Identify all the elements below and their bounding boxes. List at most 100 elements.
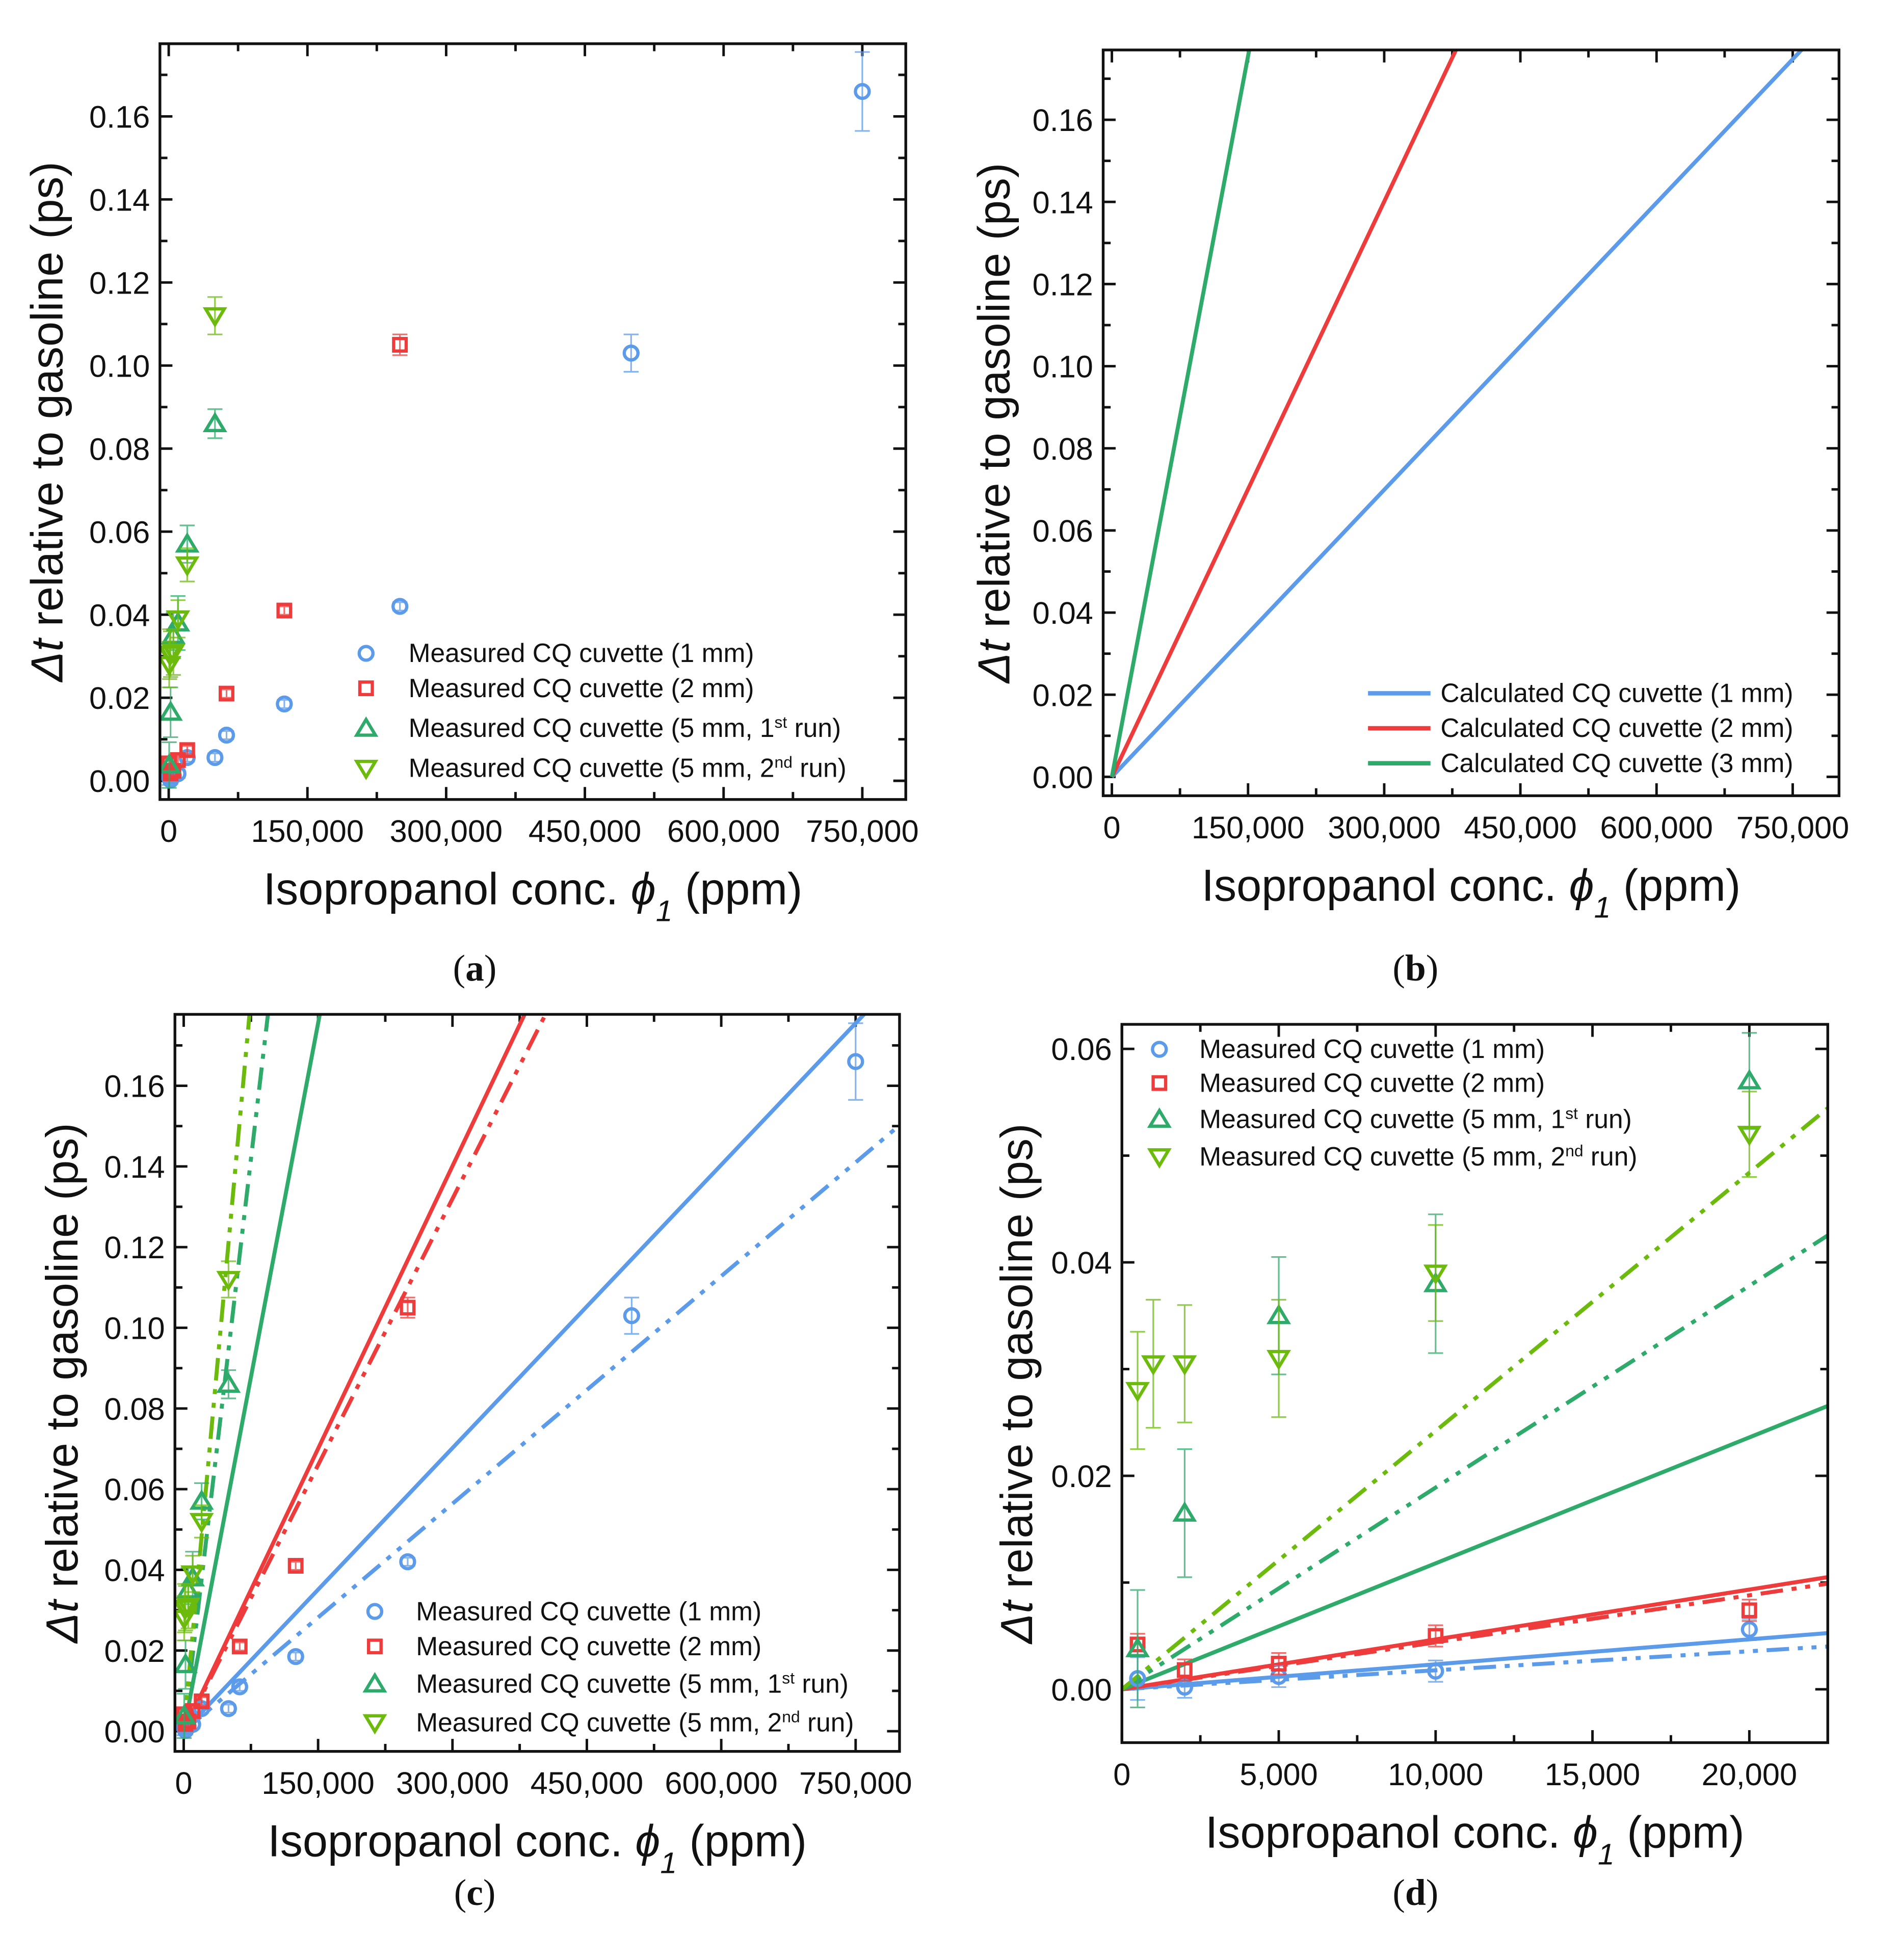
y-tick-label: 0.14 (104, 1150, 165, 1184)
data-point-triangle-up (175, 1653, 198, 1674)
error-bar (623, 333, 639, 373)
data-point-square (1741, 1602, 1757, 1619)
data-point-square (1176, 1662, 1193, 1678)
caption-letter: c (466, 1871, 483, 1913)
x-tick-label: 600,000 (665, 1766, 777, 1800)
caption-paren: ) (483, 1871, 495, 1913)
x-tick-label: 0 (175, 1766, 192, 1800)
data-point-circle (287, 1648, 304, 1665)
x-tick-label-text: 750,000 (799, 1766, 912, 1800)
y-tick-label-text: 0.02 (1033, 678, 1093, 712)
y-axis-label-text: relative to gasoline (ps) (991, 1124, 1042, 1601)
x-tick-label: 150,000 (261, 1766, 374, 1800)
x-tick-label-text: 5,000 (1239, 1757, 1317, 1792)
data-point-square (276, 602, 293, 619)
x-tick-label: 600,000 (1600, 810, 1713, 845)
x-tick-label: 450,000 (529, 814, 641, 849)
data-point-triangle-down (1172, 1355, 1197, 1376)
data-point-triangle-down (216, 1270, 241, 1291)
x-axis-label-subscript: 1 (656, 894, 673, 928)
data-point-triangle-down (202, 307, 227, 328)
y-tick-label: 0.02 (1033, 678, 1093, 712)
legend-label-tail: run) (793, 753, 847, 783)
x-axis-label-text: Isopropanol conc. (268, 1816, 635, 1866)
legend-label-superscript: st (1565, 1104, 1578, 1122)
y-tick-label: 0.04 (1033, 596, 1093, 630)
error-bar (170, 599, 186, 639)
legend-label-superscript: nd (775, 753, 793, 772)
legend-label: Measured CQ cuvette (1 mm) (409, 638, 754, 668)
legend-marker-triangle-down (1147, 1148, 1172, 1169)
legend-label: Measured CQ cuvette (2 mm) (1199, 1068, 1545, 1097)
legend-label-text: Measured CQ cuvette (2 mm) (409, 673, 754, 703)
error-bar (185, 1555, 200, 1593)
x-tick-label-text: 750,000 (1736, 810, 1849, 845)
data-point-triangle-up (1125, 1636, 1150, 1657)
data-point-triangle-down (166, 610, 191, 631)
data-point-square (1271, 1656, 1287, 1672)
y-tick-label-text: 0.16 (1033, 103, 1093, 138)
legend-label: Measured CQ cuvette (5 mm, 2nd run) (416, 1707, 854, 1737)
y-tick-label: 0.06 (1051, 1032, 1112, 1067)
legend-label-text: Measured CQ cuvette (5 mm, 1 (416, 1668, 782, 1698)
y-axis-label-symbol: Δt (37, 1599, 87, 1644)
y-tick-label: 0.08 (1033, 432, 1093, 466)
y-tick-label: 0.14 (1033, 185, 1093, 220)
calculated-line-green (1122, 1404, 1828, 1691)
y-tick-label-text: 0.12 (89, 266, 150, 300)
data-point-circle (218, 726, 235, 744)
legend-marker-triangle-down (354, 759, 379, 780)
y-tick-label-text: 0.00 (1051, 1673, 1112, 1707)
error-bar (855, 51, 870, 132)
y-tick-label: 0.06 (89, 515, 150, 549)
x-axis-label-text: (ppm) (672, 864, 802, 914)
legend-label: Measured CQ cuvette (5 mm, 2nd run) (1199, 1142, 1637, 1171)
x-axis-label-subscript: 1 (1598, 1838, 1615, 1871)
legend-marker-circle (357, 645, 375, 662)
error-bar (221, 1260, 236, 1299)
x-tick-label-text: 300,000 (396, 1766, 509, 1800)
fit-line-red (1122, 1581, 1828, 1691)
y-tick-label: 0.06 (104, 1472, 165, 1507)
x-axis-label-text: (ppm) (1611, 860, 1740, 910)
x-tick-label: 150,000 (251, 814, 363, 849)
data-point-triangle-down (175, 556, 200, 577)
plot-frame (1101, 48, 1840, 798)
plot-frame (173, 1013, 901, 1753)
error-bar (848, 1022, 863, 1101)
legend-label-tail: run) (787, 713, 841, 743)
y-axis-label: Δt relative to gasoline (ps) (991, 1124, 1042, 1645)
fit-line-lime (1122, 1106, 1828, 1691)
y-tick-label-text: 0.00 (89, 764, 150, 799)
legend-label-text: Measured CQ cuvette (5 mm, 1 (409, 713, 775, 743)
caption-letter: b (1405, 947, 1426, 989)
x-axis-label-symbol: ϕ (1573, 1807, 1598, 1857)
y-tick-label-text: 0.02 (104, 1634, 165, 1668)
data-point-circle (847, 1053, 864, 1070)
data-point-circle (1740, 1621, 1758, 1638)
data-point-circle (276, 695, 293, 713)
data-point-circle (399, 1553, 416, 1571)
legend-marker-circle (366, 1603, 384, 1620)
y-axis-label-symbol: Δt (22, 637, 72, 682)
y-tick-label-text: 0.16 (89, 99, 150, 134)
fit-lines (181, 1014, 900, 1733)
x-tick-label-text: 150,000 (261, 1766, 374, 1800)
calculated-line-blue (1122, 1631, 1828, 1691)
data-point-circle (623, 1307, 641, 1325)
y-tick-label-text: 0.00 (104, 1714, 165, 1749)
data-point-square (392, 337, 408, 353)
legend: Measured CQ cuvette (1 mm) Measured CQ cu… (362, 1596, 854, 1737)
x-tick-label-text: 0 (1103, 810, 1121, 845)
x-tick-label-text: 0 (1113, 1757, 1130, 1792)
plot-frame (1120, 1023, 1829, 1744)
data-points (175, 1022, 864, 1739)
x-tick-label: 750,000 (799, 1766, 912, 1800)
panel-caption: (a) (453, 947, 497, 989)
x-tick-label: 5,000 (1239, 1757, 1317, 1792)
fit-line-blue (1122, 1644, 1828, 1691)
y-tick-label: 0.10 (1033, 350, 1093, 384)
x-tick-label-text: 0 (160, 814, 177, 849)
legend-label-text: Measured CQ cuvette (1 mm) (1199, 1034, 1545, 1064)
calculated-line-green (1110, 50, 1252, 778)
